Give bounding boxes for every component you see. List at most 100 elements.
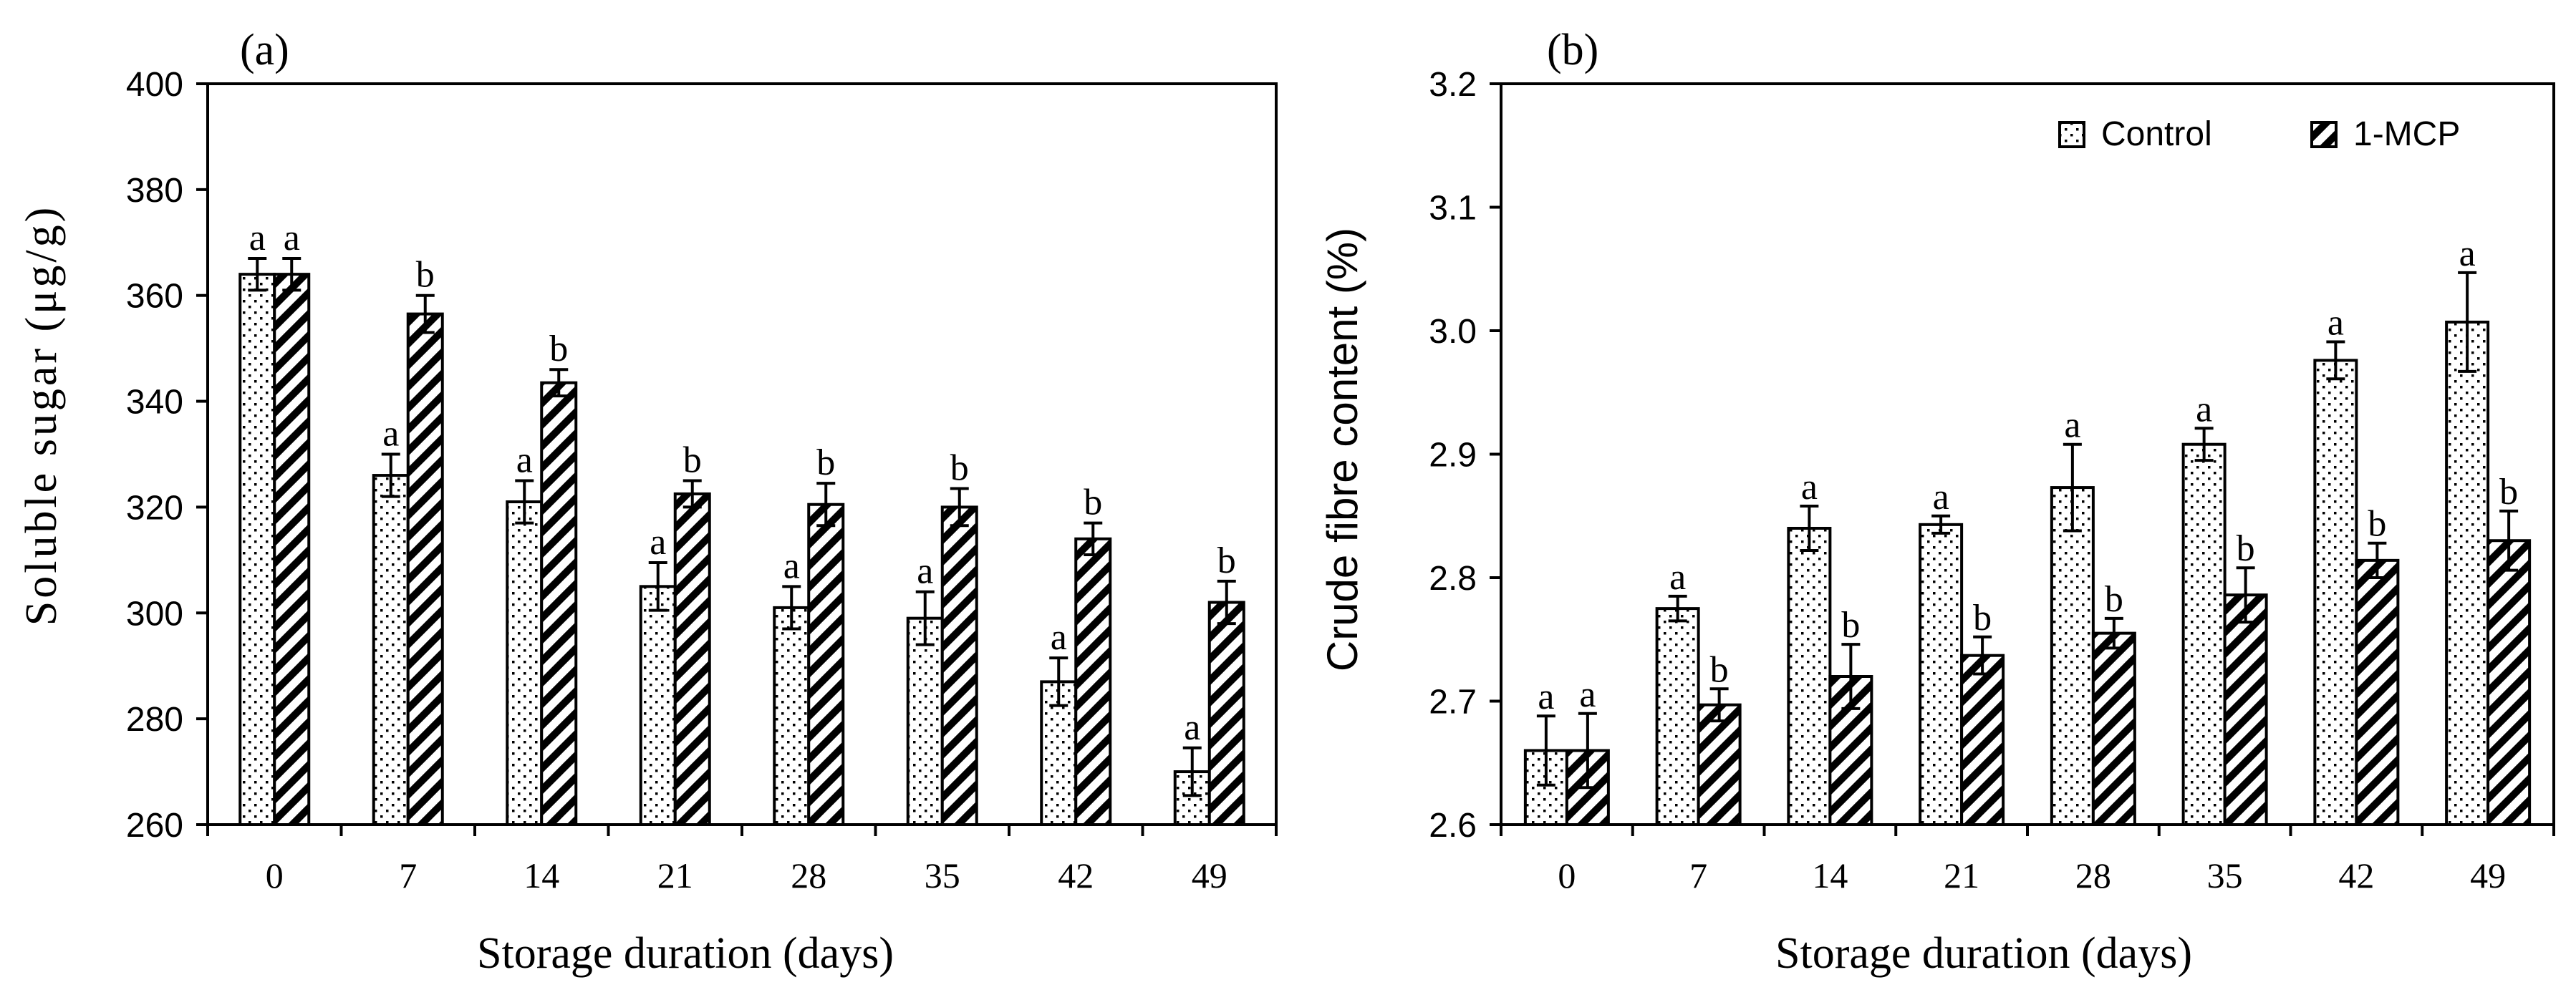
error-bar bbox=[2458, 271, 2477, 373]
bar-1-mcp-49 bbox=[2486, 539, 2532, 826]
bar-control-42 bbox=[2313, 359, 2358, 826]
x-axis-label: Storage duration (days) bbox=[1775, 929, 2192, 978]
legend-swatch bbox=[2058, 121, 2085, 148]
axes: 2.6 2.7 2.8 2.9 3.0 3.1 3.2 0 7 14 21 28 35 42 49 bbox=[1429, 66, 2555, 895]
significance-letter: b bbox=[2237, 528, 2255, 569]
error-bar bbox=[248, 256, 267, 292]
x-tick-label: 7 bbox=[1689, 855, 1707, 895]
error-bar bbox=[415, 293, 435, 334]
significance-letter: b bbox=[1973, 598, 1992, 639]
plot-frame bbox=[206, 82, 1278, 826]
error-bar bbox=[2499, 509, 2519, 572]
y-tick-label: 2.8 bbox=[1429, 560, 1477, 598]
significance-letter: a bbox=[284, 218, 300, 258]
error-bar bbox=[915, 590, 935, 646]
bar-1-mcp-28 bbox=[2091, 631, 2136, 826]
bar-control-49 bbox=[2445, 320, 2490, 826]
significance-letter: a bbox=[2459, 233, 2476, 274]
significance-letter: a bbox=[1579, 674, 1596, 715]
error-bar bbox=[2063, 442, 2082, 533]
x-tick-label: 21 bbox=[657, 855, 693, 895]
significance-letter: b bbox=[1710, 649, 1729, 690]
error-bar bbox=[1709, 687, 1729, 723]
legend-swatch bbox=[2310, 121, 2338, 148]
bar-control-14 bbox=[1787, 527, 1832, 826]
x-tick-label: 35 bbox=[2207, 855, 2243, 895]
y-tick-label: 320 bbox=[126, 489, 183, 527]
x-tick-label: 42 bbox=[2338, 855, 2374, 895]
significance-letter: a bbox=[2196, 389, 2212, 429]
bar-1-mcp-28 bbox=[807, 503, 845, 826]
error-bar bbox=[1536, 714, 1555, 787]
significance-letter: a bbox=[1184, 707, 1200, 748]
y-tick-label: 3.1 bbox=[1429, 190, 1477, 228]
bar-1-mcp-42 bbox=[1074, 537, 1112, 826]
significance-letter: a bbox=[2064, 405, 2080, 446]
x-tick-label: 21 bbox=[1944, 855, 1979, 895]
significance-letter: b bbox=[416, 255, 435, 296]
error-bar bbox=[782, 585, 801, 631]
error-bar bbox=[2326, 340, 2345, 381]
x-axis-label: Storage duration (days) bbox=[477, 929, 894, 978]
y-tick-label: 400 bbox=[126, 66, 183, 104]
x-tick-label: 0 bbox=[266, 855, 284, 895]
significance-letter: b bbox=[1841, 605, 1860, 646]
error-bar bbox=[1973, 635, 1992, 676]
x-tick-label: 42 bbox=[1058, 855, 1094, 895]
y-tick-label: 3.0 bbox=[1429, 313, 1477, 351]
error-bar bbox=[1931, 514, 1951, 535]
y-tick-label: 260 bbox=[126, 807, 183, 845]
y-tick-label: 280 bbox=[126, 701, 183, 739]
x-tick-label: 14 bbox=[524, 855, 559, 895]
significance-letter: a bbox=[1538, 676, 1554, 717]
error-bar bbox=[816, 482, 836, 528]
error-bar bbox=[381, 452, 400, 498]
bar-1-mcp-14 bbox=[540, 381, 578, 826]
y-tick-label: 2.7 bbox=[1429, 684, 1477, 722]
significance-letter: a bbox=[2327, 303, 2344, 344]
error-bar bbox=[1800, 504, 1819, 553]
significance-letter: a bbox=[1801, 467, 1818, 508]
x-tick-label: 28 bbox=[791, 855, 826, 895]
significance-letter: a bbox=[650, 522, 666, 563]
bar-control-21 bbox=[639, 585, 677, 826]
significance-letter: a bbox=[917, 551, 933, 592]
error-bar bbox=[1084, 521, 1103, 556]
error-bar bbox=[549, 368, 569, 398]
error-bars bbox=[248, 256, 1236, 797]
error-bar bbox=[1668, 594, 1687, 623]
significance-letter: a bbox=[1669, 557, 1686, 598]
y-tick-label: 380 bbox=[126, 172, 183, 210]
legend-label: 1-MCP bbox=[2353, 115, 2460, 153]
bar-control-35 bbox=[906, 616, 944, 827]
x-tick-label: 14 bbox=[1812, 855, 1848, 895]
x-tick-label: 49 bbox=[2470, 855, 2506, 895]
error-bar bbox=[515, 479, 534, 525]
error-bar bbox=[1841, 643, 1861, 710]
legend: Control 1-MCP bbox=[2058, 115, 2460, 153]
bar-control-28 bbox=[2050, 486, 2095, 826]
bar-1-mcp-0 bbox=[273, 273, 311, 826]
error-bar bbox=[2104, 616, 2123, 650]
significance-letter: b bbox=[683, 440, 702, 480]
bar-control-7 bbox=[1655, 607, 1700, 826]
error-bar bbox=[648, 561, 667, 612]
bar-control-7 bbox=[372, 474, 410, 826]
significance-letter: a bbox=[249, 218, 266, 258]
panel-a: (a) Soluble sugar (μg/g) Storage duratio… bbox=[17, 26, 1278, 978]
panel-label: (b) bbox=[1547, 26, 1598, 74]
x-tick-label: 0 bbox=[1558, 855, 1576, 895]
error-bar bbox=[282, 256, 302, 292]
error-bar bbox=[2368, 541, 2387, 579]
significance-letter: b bbox=[2499, 472, 2518, 513]
significance-letter: b bbox=[816, 442, 835, 483]
bar-1-mcp-42 bbox=[2355, 558, 2400, 826]
significance-letter: a bbox=[516, 440, 533, 480]
y-tick-label: 300 bbox=[126, 595, 183, 633]
bar-1-mcp-21 bbox=[1960, 654, 2005, 826]
y-tick-label: 2.9 bbox=[1429, 437, 1477, 475]
significance-letter: b bbox=[1084, 482, 1102, 523]
bar-control-21 bbox=[1919, 523, 1964, 826]
panel-b: (b) Crude fibre content (%) Storage dura… bbox=[1318, 26, 2555, 978]
